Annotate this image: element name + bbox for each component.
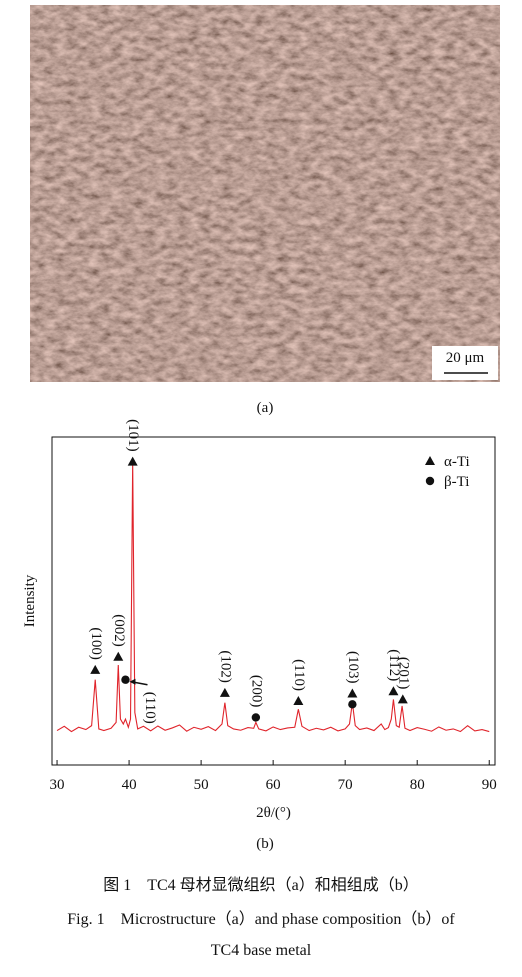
- panel-label: (a): [257, 400, 274, 416]
- x-tick-label: 30: [50, 777, 65, 793]
- peak-label: (102): [217, 650, 233, 683]
- caption-cn: 图 1 TC4 母材显微组织（a）和相组成（b）: [103, 876, 419, 894]
- marker-triangle: [388, 686, 399, 696]
- marker-triangle: [293, 696, 304, 706]
- x-tick-label: 90: [482, 777, 497, 793]
- legend-label: β-Ti: [444, 474, 469, 490]
- caption-en: TC4 base metal: [211, 942, 312, 959]
- xrd-line: [56, 461, 490, 733]
- marker-triangle: [113, 651, 124, 661]
- peak-label: (110): [291, 659, 307, 691]
- plot-frame: [51, 436, 496, 766]
- peak-label: (100): [88, 627, 104, 660]
- marker-triangle: [425, 456, 435, 465]
- marker-triangle: [397, 694, 408, 704]
- arrow-head: [129, 678, 136, 685]
- marker-triangle: [219, 687, 230, 697]
- marker-triangle: [90, 664, 101, 674]
- x-tick-label: 80: [410, 777, 425, 793]
- peak-label: (002): [111, 614, 127, 647]
- marker-triangle: [127, 456, 138, 466]
- legend-label: α-Ti: [444, 454, 470, 470]
- scale-bar-text: 20 μm: [446, 350, 485, 366]
- peak-label: (201): [395, 657, 411, 690]
- marker-circle: [425, 476, 435, 486]
- peak-label: (101): [125, 419, 141, 452]
- y-axis-label: Intensity: [22, 574, 38, 627]
- peak-label: (112): [386, 649, 402, 681]
- x-tick-label: 50: [194, 777, 209, 793]
- panel-label: (b): [256, 836, 274, 852]
- marker-triangle: [347, 688, 358, 698]
- x-tick-label: 60: [266, 777, 281, 793]
- marker-circle: [348, 700, 357, 709]
- caption-en: Fig. 1 Microstructure（a）and phase compos…: [67, 910, 455, 928]
- peak-label: (200): [248, 675, 264, 708]
- marker-circle: [121, 675, 130, 684]
- x-axis-label: 2θ/(°): [256, 805, 291, 821]
- x-tick-label: 40: [122, 777, 137, 793]
- peak-label: (103): [345, 651, 361, 684]
- peak-label: (110): [142, 692, 158, 724]
- xrd-chart: 30 40 50 60 70 80 90 2θ/(°) Intensity (100) (002) (…: [22, 419, 497, 821]
- x-tick-label: 70: [338, 777, 353, 793]
- micrograph: 20 μm: [30, 5, 500, 382]
- scale-bar-box: [432, 346, 498, 380]
- marker-circle: [251, 713, 261, 722]
